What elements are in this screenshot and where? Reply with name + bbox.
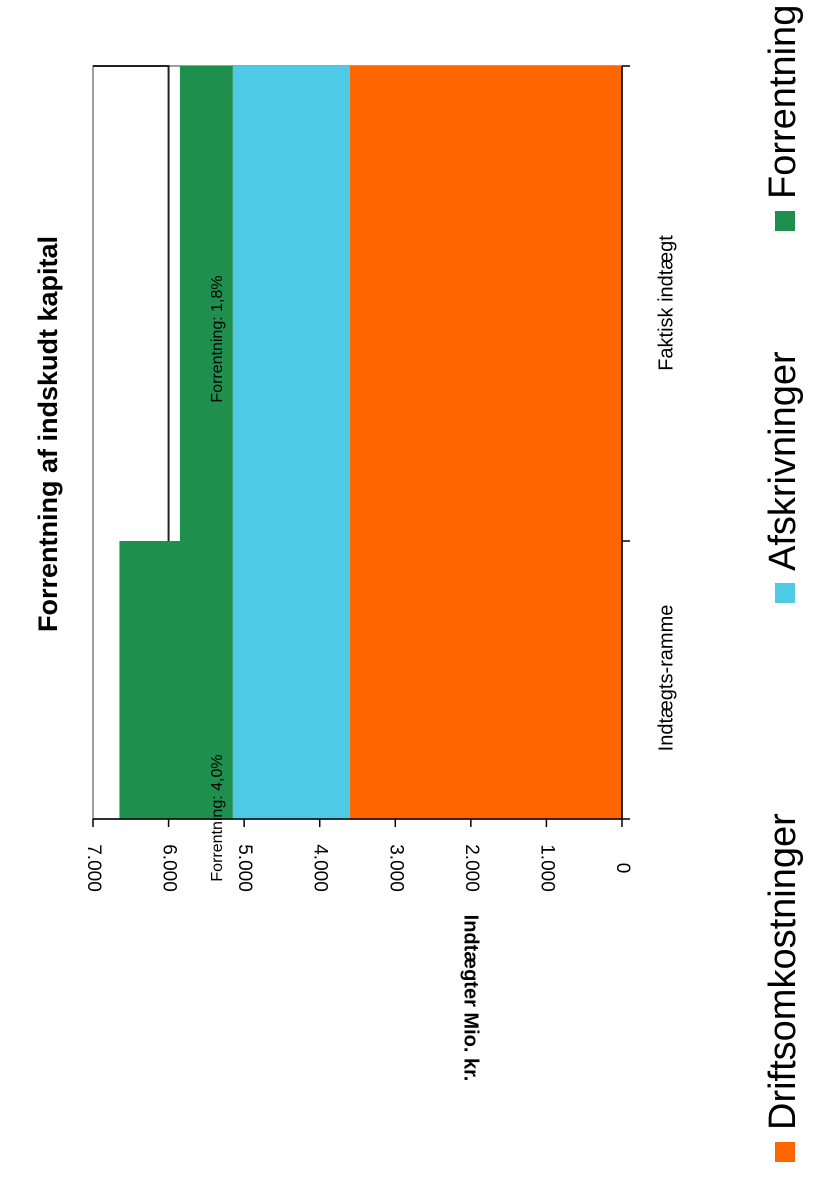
legend-label-afskrivninger: Afskrivninger [762,351,804,571]
category-axis-ticks: Indtægts-ramme Faktisk indtægt [622,66,677,819]
y-axis-label: Indtægter Mio. kr. [460,915,482,1082]
legend-swatch-forrentning [775,211,795,231]
value-axis-ticks: 0 1.000 2.000 3.000 4.000 5.000 6.000 7.000 [83,819,633,892]
value-tick-label: 6.000 [159,844,180,892]
chart-title: Forrentning af indskudt kapital [33,236,63,632]
value-tick-group: 7.000 [83,844,104,892]
annotation-label: Forrentning: 1,8% [209,275,226,402]
category-label-faktisk-indtaegt: Faktisk indtægt [655,235,677,371]
legend-swatch-driftsomkostninger [775,1142,795,1162]
bar-indtaegts-ramme-driftsomkostninger [350,541,622,819]
legend-item: Forrentning [762,5,804,199]
category-label-indtaegts-ramme: Indtægts-ramme [655,605,677,752]
value-tick-group: 1.000 [536,844,557,892]
y-axis-label-group: Indtægter Mio. kr. [460,915,482,1082]
legend-label-driftsomkostninger: Driftsomkostninger [762,813,804,1130]
legend-swatch-afskrivninger [775,583,795,603]
value-tick-label: 4.000 [310,844,331,892]
value-tick-group: 5.000 [234,844,255,892]
legend-item: Driftsomkostninger [762,813,804,1130]
annotation-group: Forrentning: 1,8% [209,275,226,402]
category-label-group: Indtægts-ramme [655,605,677,752]
category-axis: Indtægts-ramme Faktisk indtægt [622,66,677,819]
value-tick-label: 0 [612,863,633,874]
value-tick-group: 6.000 [159,844,180,892]
bars-layer [119,66,622,819]
value-tick-group: 4.000 [310,844,331,892]
legend: Driftsomkostninger Afskrivninger Forrentni… [762,5,804,1162]
bar-faktisk-indtaegt-afskrivninger [233,66,350,541]
value-tick-label: 1.000 [536,844,557,892]
value-tick-label: 7.000 [83,844,104,892]
value-tick-label: 3.000 [385,844,406,892]
legend-label-forrentning: Forrentning [762,5,804,199]
value-axis: 0 1.000 2.000 3.000 4.000 5.000 6.000 7.000 [83,819,633,892]
value-tick-group: 2.000 [461,844,482,892]
bar-faktisk-indtaegt-driftsomkostninger [350,66,622,541]
annotation-group: Forrentning: 4,0% [209,754,226,881]
value-tick-label: 5.000 [234,844,255,892]
legend-item: Afskrivninger [762,351,804,571]
value-tick-group: 3.000 [385,844,406,892]
value-tick-group: 0 [612,863,633,874]
chart-title-group: Forrentning af indskudt kapital [33,236,63,632]
bar-indtaegts-ramme-afskrivninger [233,541,350,819]
category-label-group: Faktisk indtægt [655,235,677,371]
value-tick-label: 2.000 [461,844,482,892]
annotation-label: Forrentning: 4,0% [209,754,226,881]
